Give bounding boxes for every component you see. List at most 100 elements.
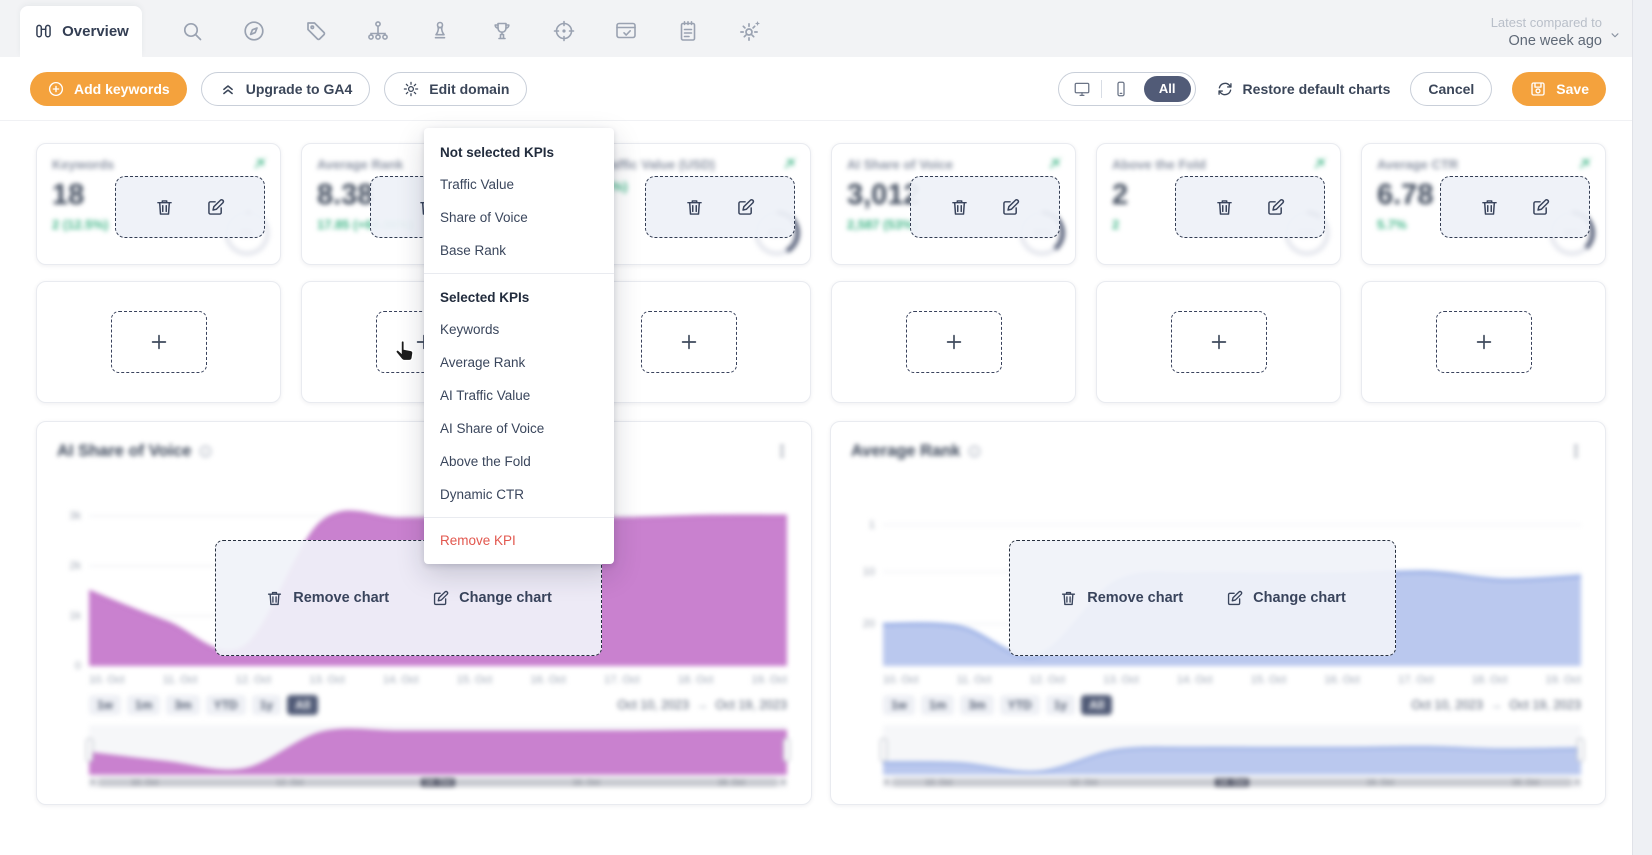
menu-item-above-the-fold[interactable]: Above the Fold [440, 454, 531, 469]
y-tick-label: 0 [74, 660, 81, 672]
range-button-1w[interactable]: 1w [883, 695, 916, 715]
range-button-all[interactable]: All [287, 695, 319, 715]
compare-label: Latest compared to [1490, 15, 1602, 30]
range-button-1y[interactable]: 1y [1045, 695, 1076, 715]
restore-default-charts-button[interactable]: Restore default charts [1216, 80, 1390, 98]
change-chart-button[interactable]: Change chart [431, 589, 552, 608]
range-button-3m[interactable]: 3m [166, 695, 200, 715]
range-button-1m[interactable]: 1m [127, 695, 161, 715]
range-button-3m[interactable]: 3m [960, 695, 994, 715]
delete-kpi-icon[interactable] [1214, 197, 1235, 218]
edit-domain-button[interactable]: Edit domain [384, 71, 528, 106]
kebab-menu-icon[interactable] [1567, 442, 1585, 460]
tab-overview[interactable]: Overview [20, 6, 142, 57]
scroll-right-arrow[interactable]: ▸ [1575, 777, 1580, 786]
remove-chart-button[interactable]: Remove chart [265, 589, 389, 608]
delete-kpi-icon[interactable] [154, 197, 175, 218]
info-icon[interactable] [967, 444, 982, 459]
search-icon[interactable] [180, 19, 204, 43]
device-all-toggle[interactable]: All [1143, 75, 1191, 102]
menu-item-ai-traffic-value[interactable]: AI Traffic Value [440, 388, 531, 403]
target-icon[interactable] [552, 19, 576, 43]
delete-kpi-icon[interactable] [1479, 197, 1500, 218]
scrollbar-date-label: 16. Oct [572, 777, 600, 787]
desktop-icon [1073, 80, 1091, 98]
range-button-ytd[interactable]: YTD [205, 695, 246, 715]
navigator-handle-left[interactable] [86, 738, 93, 762]
menu-item-share-of-voice[interactable]: Share of Voice [440, 210, 528, 225]
chart-title: Average Rank [851, 441, 961, 460]
edit-kpi-icon[interactable] [1530, 197, 1551, 218]
compass-icon[interactable] [242, 19, 266, 43]
scroll-left-arrow[interactable]: ◂ [884, 777, 889, 786]
date-range[interactable]: Oct 10, 2023 → Oct 19, 2023 [617, 698, 787, 712]
notes-icon[interactable] [676, 19, 700, 43]
menu-header-selected: Selected KPIs [440, 290, 530, 305]
menu-item-base-rank[interactable]: Base Rank [440, 243, 507, 258]
kpi-edit-overlay [644, 176, 796, 238]
add-kpi-button[interactable] [1435, 311, 1532, 373]
trend-up-icon [251, 155, 268, 172]
save-button[interactable]: Save [1512, 71, 1606, 106]
remove-chart-button[interactable]: Remove chart [1059, 589, 1183, 608]
x-axis: 10. Oct 11. Oct 12. Oct 13. Oct 14. Oct 15. O… [883, 674, 1581, 686]
gear-sparkle-icon[interactable] [738, 19, 762, 43]
desktop-toggle[interactable] [1063, 79, 1101, 99]
mobile-toggle[interactable] [1102, 79, 1140, 99]
range-button-ytd[interactable]: YTD [999, 695, 1040, 715]
navigator-handle-right[interactable] [1577, 738, 1584, 762]
info-icon[interactable] [198, 444, 213, 459]
edit-kpi-icon[interactable] [205, 197, 226, 218]
chart-card-average-rank: Average Rank 1 10 20 10. Oct 11. Oct 12. Oct… [830, 421, 1606, 805]
menu-item-ai-share-of-voice[interactable]: AI Share of Voice [440, 421, 545, 436]
arrow-right-icon: → [1489, 698, 1503, 712]
menu-item-traffic-value[interactable]: Traffic Value [440, 177, 515, 192]
x-tick-label: 12. Oct [235, 674, 272, 686]
change-chart-button[interactable]: Change chart [1225, 589, 1346, 608]
toolbar: Add keywords Upgrade to GA4 Edit domain [0, 57, 1632, 121]
add-kpi-button[interactable] [1170, 311, 1267, 373]
menu-item-remove-kpi[interactable]: Remove KPI [440, 533, 516, 548]
page-scrollbar[interactable] [1632, 0, 1652, 855]
edit-kpi-icon[interactable] [1000, 197, 1021, 218]
add-kpi-button[interactable] [905, 311, 1002, 373]
range-button-1w[interactable]: 1w [89, 695, 122, 715]
chart-scrollbar[interactable]: ◂ 10. Oct 12. Oct 14. Oct 16. Oct 18. Oct ▸ [89, 777, 787, 787]
scrollbar-date-label: 10. Oct [131, 777, 159, 787]
menu-item-average-rank[interactable]: Average Rank [440, 355, 526, 370]
range-button-all[interactable]: All [1081, 695, 1113, 715]
scroll-right-arrow[interactable]: ▸ [781, 777, 786, 786]
chart-navigator[interactable] [880, 725, 1584, 775]
tag-icon[interactable] [304, 19, 328, 43]
menu-item-keywords[interactable]: Keywords [440, 322, 500, 337]
kpi-value: 2 [1112, 179, 1129, 211]
menu-header-not-selected: Not selected KPIs [440, 145, 555, 160]
edit-kpi-icon[interactable] [1265, 197, 1286, 218]
range-button-1m[interactable]: 1m [921, 695, 955, 715]
kebab-menu-icon[interactable] [773, 442, 791, 460]
chess-pawn-icon[interactable] [428, 19, 452, 43]
plus-icon [678, 331, 700, 353]
edit-kpi-icon[interactable] [735, 197, 756, 218]
add-kpi-button[interactable] [640, 311, 737, 373]
x-tick-label: 10. Oct [883, 674, 919, 686]
trophy-icon[interactable] [490, 19, 514, 43]
navigator-handle-left[interactable] [880, 738, 887, 762]
delete-kpi-icon[interactable] [684, 197, 705, 218]
navigator-handle-right[interactable] [783, 738, 790, 762]
delete-kpi-icon[interactable] [949, 197, 970, 218]
x-tick-label: 10. Oct [89, 674, 125, 686]
menu-item-dynamic-ctr[interactable]: Dynamic CTR [440, 487, 525, 502]
compare-selector[interactable]: Latest compared to One week ago [1491, 15, 1602, 49]
range-button-1y[interactable]: 1y [251, 695, 282, 715]
scroll-left-arrow[interactable]: ◂ [90, 777, 95, 786]
add-kpi-button[interactable] [110, 311, 207, 373]
cancel-button[interactable]: Cancel [1410, 71, 1493, 106]
chart-navigator[interactable] [86, 725, 790, 775]
compare-value[interactable]: One week ago [1508, 33, 1602, 49]
upgrade-ga4-button[interactable]: Upgrade to GA4 [200, 71, 371, 106]
browser-check-icon[interactable] [614, 19, 638, 43]
chart-scrollbar[interactable]: ◂ 10. Oct 12. Oct 14. Oct 16. Oct 18. Oct ▸ [883, 777, 1581, 787]
sitemap-icon[interactable] [366, 19, 390, 43]
add-keywords-button[interactable]: Add keywords [30, 71, 187, 106]
